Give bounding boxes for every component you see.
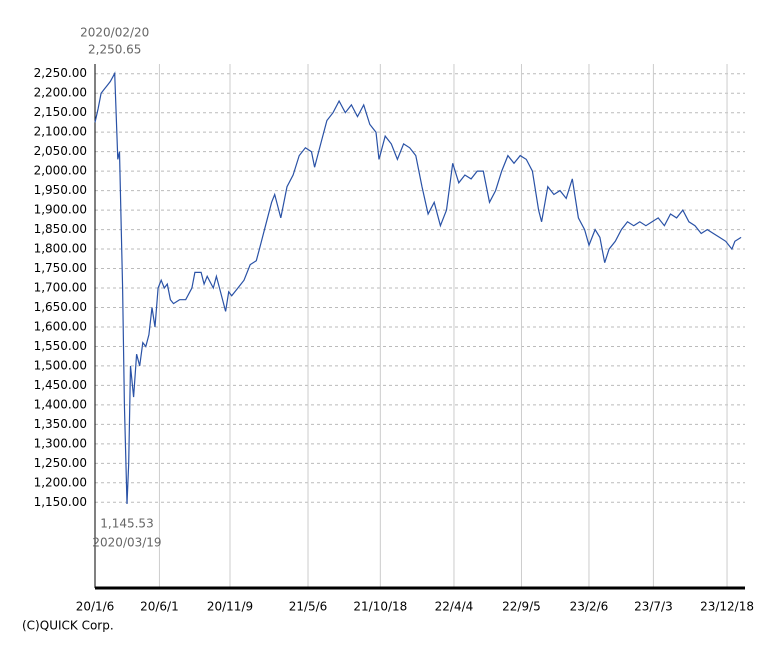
annotation-date: 2020/03/19 xyxy=(92,536,161,550)
x-tick-label: 22/4/4 xyxy=(435,600,474,614)
y-tick-label: 1,500.00 xyxy=(34,358,87,372)
y-tick-label: 1,800.00 xyxy=(34,242,87,256)
x-tick-label: 23/2/6 xyxy=(570,600,609,614)
y-tick-label: 1,300.00 xyxy=(34,436,87,450)
y-tick-label: 1,700.00 xyxy=(34,281,87,295)
price-line xyxy=(94,71,742,505)
x-tick-label: 21/10/18 xyxy=(353,600,407,614)
x-tick-label: 23/7/3 xyxy=(634,600,673,614)
y-tick-label: 1,350.00 xyxy=(34,417,87,431)
y-tick-label: 2,150.00 xyxy=(34,105,87,119)
annotation-date: 2020/02/20 xyxy=(80,26,149,40)
y-tick-label: 1,600.00 xyxy=(34,319,87,333)
y-tick-label: 1,250.00 xyxy=(34,456,87,470)
y-tick-label: 2,200.00 xyxy=(34,86,87,100)
y-tick-label: 1,950.00 xyxy=(34,183,87,197)
x-tick-label: 20/1/6 xyxy=(76,600,115,614)
y-tick-label: 2,250.00 xyxy=(34,66,87,80)
x-tick-label: 22/9/5 xyxy=(502,600,541,614)
y-tick-label: 1,450.00 xyxy=(34,378,87,392)
y-tick-label: 1,850.00 xyxy=(34,222,87,236)
y-tick-label: 1,750.00 xyxy=(34,261,87,275)
x-tick-label: 21/5/6 xyxy=(289,600,328,614)
y-tick-label: 1,150.00 xyxy=(34,495,87,509)
x-tick-label: 20/11/9 xyxy=(207,600,253,614)
annotation-value: 2,250.65 xyxy=(88,43,141,57)
y-tick-label: 1,550.00 xyxy=(34,339,87,353)
x-tick-label: 20/6/1 xyxy=(140,600,179,614)
annotation-value: 1,145.53 xyxy=(100,517,153,531)
y-tick-label: 2,050.00 xyxy=(34,144,87,158)
y-tick-label: 1,200.00 xyxy=(34,475,87,489)
y-tick-label: 2,000.00 xyxy=(34,164,87,178)
y-tick-label: 2,100.00 xyxy=(34,125,87,139)
footer: (C)QUICK Corp. xyxy=(22,619,114,633)
y-tick-label: 1,900.00 xyxy=(34,203,87,217)
y-tick-label: 1,650.00 xyxy=(34,300,87,314)
y-tick-label: 1,400.00 xyxy=(34,397,87,411)
x-tick-label: 23/12/18 xyxy=(700,600,754,614)
